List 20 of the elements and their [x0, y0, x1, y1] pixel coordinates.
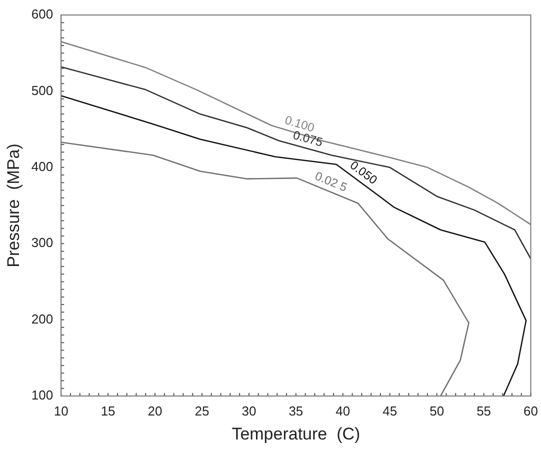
y-tick-label: 600	[31, 6, 54, 22]
x-tick-label: 35	[288, 403, 304, 418]
x-tick-label: 20	[148, 403, 162, 418]
x-tick-label: 50	[430, 403, 444, 418]
y-tick-label: 300	[31, 235, 54, 250]
y-tick-label: 200	[31, 311, 54, 326]
y-axis-title: Pressure (MPa)	[4, 144, 23, 268]
text: 0.02 5	[313, 168, 350, 195]
y-tick-label: 100	[31, 388, 54, 403]
x-tick-label: 30	[242, 403, 256, 418]
x-tick-label: 55	[476, 403, 492, 418]
x-tick-label: 15	[100, 403, 116, 418]
x-tick-label: 40	[336, 403, 350, 418]
x-tick-label: 45	[382, 403, 398, 418]
x-tick-label: 60	[524, 403, 538, 418]
x-axis-title: Temperature (C)	[232, 424, 360, 444]
x-tick-label: 10	[54, 403, 68, 418]
y-tick-label: 400	[31, 158, 54, 174]
x-tick-label: 25	[194, 403, 210, 418]
y-tick-label: 500	[31, 82, 54, 98]
